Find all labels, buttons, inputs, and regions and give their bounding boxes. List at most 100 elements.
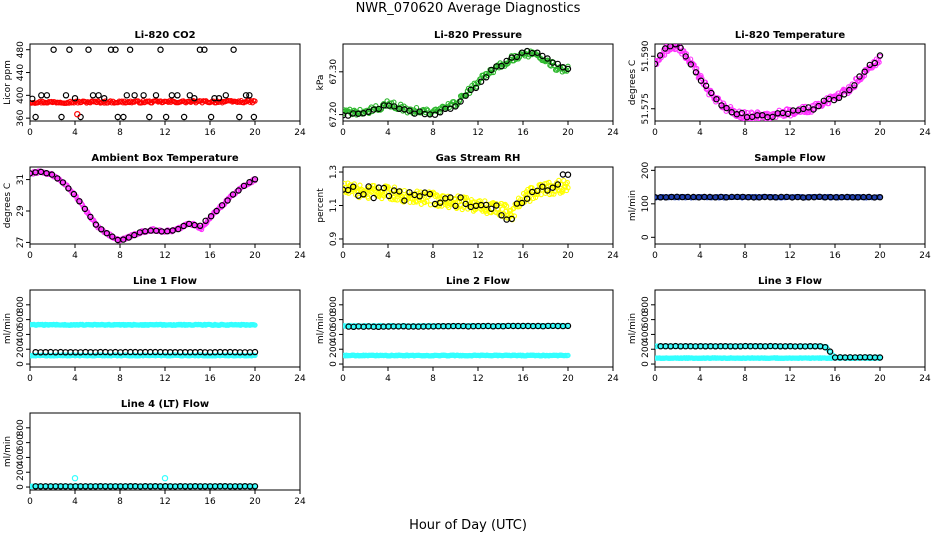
- y-tick-label: 600: [329, 311, 339, 328]
- x-tick-label: 16: [517, 128, 529, 138]
- x-tick-label: 0: [652, 128, 658, 138]
- data-point: [230, 46, 237, 53]
- x-tick-label: 0: [27, 374, 33, 384]
- y-tick-label: 600: [16, 434, 26, 451]
- data-point: [126, 46, 134, 53]
- plot-frame: [654, 166, 926, 245]
- y-tick-label: 0: [641, 361, 651, 367]
- y-tick-label: 360: [16, 109, 26, 126]
- x-tick-label: 16: [517, 251, 529, 261]
- data-point: [131, 231, 138, 239]
- data-point: [871, 59, 879, 67]
- plot-area: [30, 46, 258, 121]
- plot-area: [343, 47, 572, 119]
- data-point: [534, 49, 541, 56]
- y-tick-label: 27: [16, 237, 26, 248]
- data-point: [365, 183, 372, 190]
- plot-frame: [29, 412, 301, 491]
- data-point: [677, 44, 684, 52]
- data-point: [207, 212, 215, 220]
- data-point: [841, 91, 848, 98]
- series-high: [30, 321, 258, 328]
- data-point: [98, 226, 105, 233]
- data-point: [157, 46, 164, 53]
- data-point: [738, 109, 746, 117]
- data-point: [375, 105, 382, 113]
- y-tick-label: 400: [16, 449, 26, 466]
- y-tick-label: 51.575: [641, 93, 651, 125]
- data-point: [549, 191, 555, 197]
- panel-6: Sample Flow ml/min 0 4 8 12 16 20 24 0 100 200: [628, 153, 931, 261]
- data-point: [103, 229, 111, 237]
- data-point: [87, 213, 94, 221]
- data-point: [672, 44, 679, 48]
- data-point: [146, 113, 153, 121]
- data-point: [246, 178, 253, 186]
- data-point: [477, 78, 485, 85]
- data-point: [95, 92, 102, 99]
- data-point: [201, 46, 208, 53]
- data-point: [401, 197, 408, 204]
- data-point: [240, 182, 248, 190]
- panel-title: Li-820 Pressure: [434, 30, 522, 41]
- data-point: [365, 195, 372, 201]
- x-tick-label: 0: [652, 374, 658, 384]
- y-axis-label: ml/min: [628, 313, 638, 344]
- data-point: [452, 103, 459, 110]
- y-tick-label: 200: [16, 340, 26, 357]
- data-point: [71, 475, 79, 482]
- data-point: [822, 344, 829, 351]
- data-point: [413, 104, 420, 111]
- data-point: [656, 52, 664, 59]
- data-point: [218, 202, 226, 209]
- data-point: [202, 217, 209, 224]
- x-tick-label: 16: [204, 251, 216, 261]
- data-point: [759, 111, 766, 119]
- series-fast: [343, 47, 571, 118]
- data-point: [213, 207, 220, 215]
- panel-5: Gas Stream RH percent 0 4 8 12 16 20 24 0.9 1.1 1.3: [316, 153, 619, 261]
- data-point: [43, 169, 50, 177]
- data-point: [406, 189, 413, 196]
- data-point: [544, 187, 551, 194]
- series-avg: [30, 168, 259, 244]
- data-point: [411, 110, 418, 117]
- data-point: [169, 227, 176, 234]
- data-point: [174, 92, 181, 99]
- data-point: [246, 92, 253, 99]
- x-tick-label: 0: [27, 251, 33, 261]
- data-point: [100, 94, 108, 102]
- x-tick-label: 20: [249, 497, 261, 507]
- x-tick-label: 12: [784, 374, 795, 384]
- series-avg: [343, 47, 572, 119]
- data-point: [211, 94, 218, 102]
- data-point: [431, 111, 439, 118]
- y-tick-label: 800: [16, 296, 26, 313]
- data-point: [426, 190, 434, 198]
- y-tick-label: 480: [16, 41, 26, 58]
- data-point: [180, 113, 188, 121]
- data-point: [112, 46, 119, 53]
- data-point: [559, 171, 567, 178]
- data-point: [437, 109, 444, 116]
- plot-area: [30, 475, 259, 490]
- y-tick-label: 100: [641, 195, 651, 212]
- y-axis-label: ml/min: [316, 313, 326, 344]
- data-point: [498, 62, 505, 70]
- data-point: [856, 73, 863, 80]
- data-point: [454, 204, 460, 210]
- data-point: [539, 52, 546, 60]
- data-point: [174, 225, 182, 233]
- panel-title: Line 3 Flow: [758, 276, 822, 287]
- series-avg: [32, 483, 259, 490]
- panel-4: Ambient Box Temperature degrees C 0 4 8 12 16 2…: [3, 153, 306, 261]
- data-point: [120, 236, 127, 243]
- x-tick-label: 8: [117, 251, 123, 261]
- data-point: [65, 185, 72, 192]
- data-point: [457, 98, 464, 105]
- x-tick-label: 0: [27, 497, 33, 507]
- data-point: [162, 113, 170, 121]
- data-point: [50, 46, 57, 53]
- data-point: [503, 57, 510, 65]
- data-point: [186, 92, 193, 99]
